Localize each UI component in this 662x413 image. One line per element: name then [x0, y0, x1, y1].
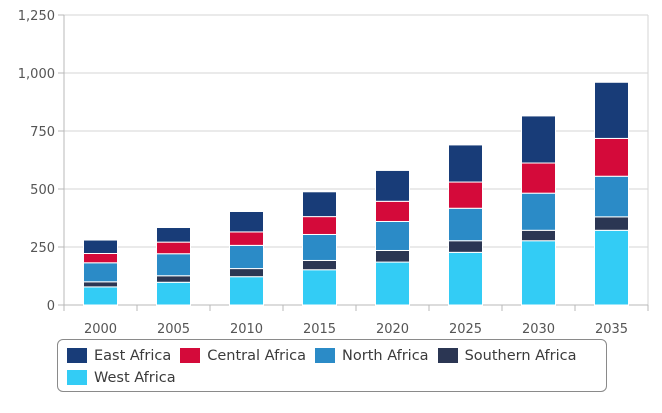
legend-item-southern-africa[interactable]: Southern Africa	[437, 345, 577, 366]
y-axis: 0 250 500 750 1,000 1,250	[18, 9, 64, 314]
bar-segment-north-africa	[448, 207, 483, 242]
bar-segment-west-africa	[594, 229, 629, 306]
bar-segment-southern-africa	[448, 240, 483, 253]
bar-segment-north-africa	[375, 220, 410, 251]
bar-segment-central-africa	[448, 181, 483, 209]
gridlines	[64, 14, 648, 248]
bar-segment-southern-africa	[594, 216, 629, 231]
x-tick-label: 2025	[449, 322, 482, 337]
bar-segment-west-africa	[375, 261, 410, 306]
plot-frame	[63, 15, 649, 306]
bar-segment-central-africa	[83, 252, 118, 264]
y-tick-label: 750	[30, 125, 55, 140]
legend-swatch	[315, 348, 336, 363]
bar-segment-southern-africa	[302, 259, 337, 271]
x-tick-label: 2035	[595, 322, 628, 337]
bar-segment-central-africa	[375, 200, 410, 222]
bar-segment-north-africa	[594, 175, 629, 218]
bar-segment-southern-africa	[229, 268, 264, 278]
legend-swatch	[180, 348, 201, 363]
bar-segment-west-africa	[302, 269, 337, 306]
bar-segment-east-africa	[229, 211, 264, 233]
bar-segment-east-africa	[594, 81, 629, 139]
bar-segment-southern-africa	[375, 249, 410, 263]
y-tick-label: 0	[47, 299, 55, 314]
bar-segment-west-africa	[448, 251, 483, 306]
bar-segment-east-africa	[375, 169, 410, 202]
bar-segment-north-africa	[229, 244, 264, 270]
bar-segment-west-africa	[83, 286, 118, 306]
legend: East Africa Central Africa North Africa Sou…	[57, 339, 607, 392]
legend-swatch	[67, 370, 87, 385]
bar-segment-east-africa	[156, 227, 191, 243]
bar-segment-central-africa	[521, 162, 556, 194]
x-tick-label: 2000	[84, 322, 117, 337]
legend-label: East Africa	[94, 347, 172, 364]
bar-segment-west-africa	[156, 281, 191, 306]
legend-label: North Africa	[342, 347, 429, 364]
x-tick-label: 2005	[157, 322, 190, 337]
legend-swatch	[67, 348, 87, 363]
legend-swatch	[437, 348, 458, 363]
legend-label: Central Africa	[207, 347, 307, 364]
bar-segment-central-africa	[156, 241, 191, 255]
bar-segment-southern-africa	[156, 275, 191, 283]
y-tick-label: 1,000	[18, 67, 55, 82]
bar-segment-east-africa	[521, 115, 556, 164]
bar-segment-west-africa	[521, 240, 556, 306]
bar-segment-west-africa	[229, 276, 264, 306]
x-tick-label: 2015	[303, 322, 336, 337]
y-tick-label: 500	[30, 183, 55, 198]
x-tick-label: 2030	[522, 322, 555, 337]
bar-segment-north-africa	[156, 253, 191, 277]
bar-segment-north-africa	[302, 233, 337, 261]
bar-segment-central-africa	[302, 216, 337, 235]
legend-item-west-africa[interactable]: West Africa	[67, 367, 176, 388]
x-tick-label: 2010	[230, 322, 263, 337]
bar-segment-east-africa	[448, 144, 483, 183]
legend-label: Southern Africa	[464, 347, 577, 364]
bar-segment-east-africa	[83, 239, 118, 254]
y-tick-label: 1,250	[18, 9, 55, 24]
bar-segment-southern-africa	[521, 229, 556, 242]
x-axis: 2000 2005 2010 2015 2020 2025 2030 2035	[63, 305, 649, 337]
y-tick-label: 250	[30, 241, 55, 256]
legend-label: West Africa	[94, 369, 176, 386]
legend-item-north-africa[interactable]: North Africa	[315, 345, 429, 366]
bar-segment-north-africa	[521, 192, 556, 231]
bars	[83, 81, 629, 306]
legend-item-east-africa[interactable]: East Africa	[67, 345, 171, 366]
bar-segment-east-africa	[302, 191, 337, 218]
bar-segment-central-africa	[229, 231, 264, 246]
x-tick-label: 2020	[376, 322, 409, 337]
bar-segment-southern-africa	[83, 281, 118, 288]
legend-item-central-africa[interactable]: Central Africa	[180, 345, 306, 366]
bar-segment-north-africa	[83, 262, 118, 283]
bar-segment-central-africa	[594, 137, 629, 177]
